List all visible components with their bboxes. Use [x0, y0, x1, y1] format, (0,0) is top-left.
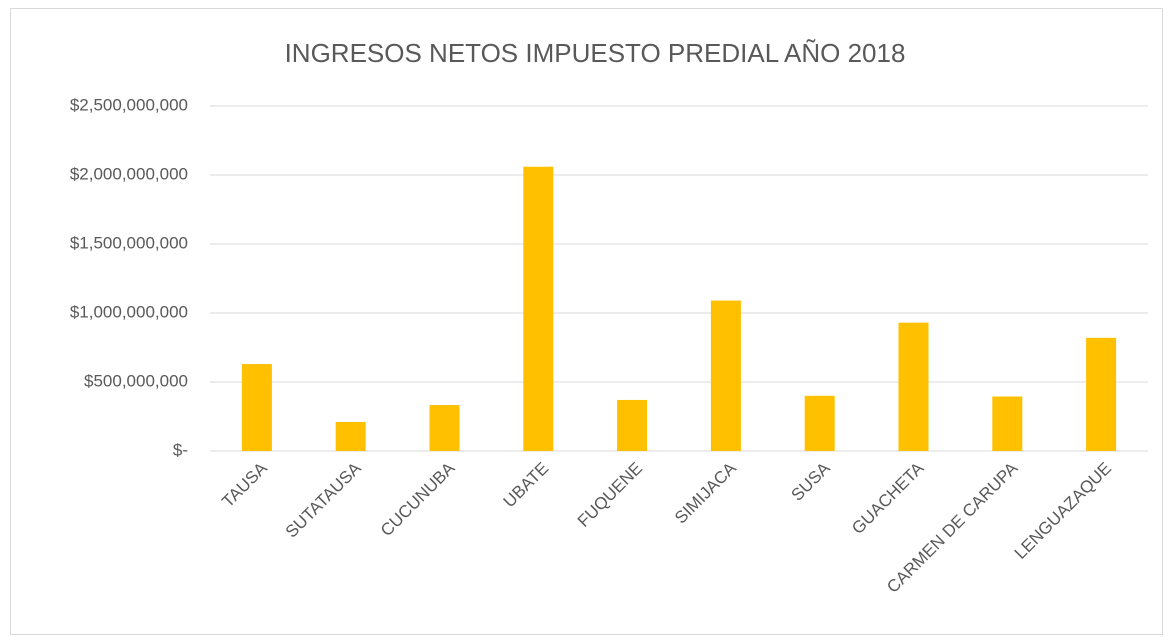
y-tick-label: $1,500,000,000 [70, 233, 188, 252]
bar [241, 364, 272, 451]
y-tick-label: $- [173, 440, 188, 459]
bar [992, 396, 1023, 451]
bar [429, 405, 460, 451]
bar [335, 422, 366, 451]
y-tick-label: $2,000,000,000 [70, 164, 188, 183]
chart-frame [10, 8, 1163, 635]
bar [710, 300, 741, 451]
bar [804, 395, 835, 451]
bar [898, 322, 929, 451]
bar [523, 166, 554, 451]
bar [1086, 337, 1117, 451]
chart-title: INGRESOS NETOS IMPUESTO PREDIAL AÑO 2018 [285, 38, 906, 68]
y-tick-label: $2,500,000,000 [70, 95, 188, 114]
bar [617, 399, 648, 451]
y-tick-label: $500,000,000 [84, 371, 188, 390]
y-tick-label: $1,000,000,000 [70, 302, 188, 321]
